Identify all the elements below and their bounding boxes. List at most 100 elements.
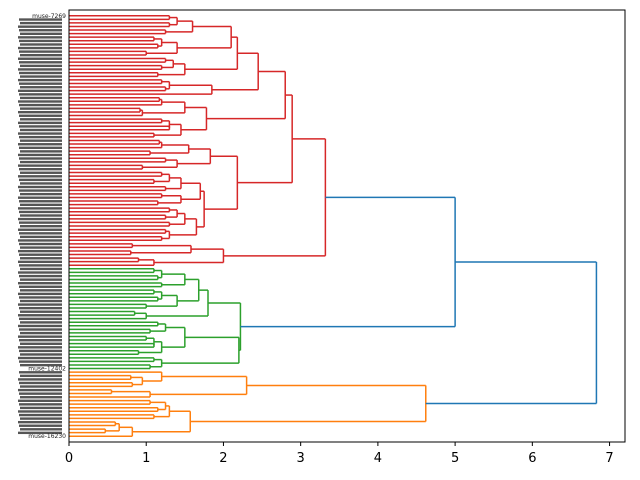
leaf-label-mark	[18, 282, 62, 285]
leaf-label-mark	[18, 388, 62, 392]
leaf-label-mark	[19, 328, 62, 331]
leaf-label-mark	[18, 36, 62, 39]
leaf-label-mark	[18, 164, 62, 167]
leaf-label-mark	[19, 232, 62, 235]
leaf-label-mark	[20, 75, 62, 78]
leaf-label-mark	[18, 420, 62, 424]
leaf-label-mark	[19, 403, 62, 406]
leaf-label-mark	[20, 310, 62, 313]
leaf-label-mark	[18, 239, 62, 242]
leaf-label-mark	[19, 221, 62, 224]
leaf-label-mark	[20, 235, 62, 239]
leaf-label-mark	[18, 89, 62, 93]
leaf-label-mark	[18, 68, 62, 71]
leaf-label-mark	[19, 146, 62, 150]
leaf-label-mark	[20, 139, 62, 142]
leaf-label-mark	[18, 143, 62, 146]
leaf-label-mark	[20, 203, 62, 207]
leaf-label-mark	[18, 431, 62, 435]
plot-frame	[68, 9, 626, 443]
leaf-label-mark	[20, 267, 62, 271]
leaf-label-mark	[20, 342, 62, 345]
leaf-label-mark	[18, 57, 62, 60]
x-tick-label: 5	[451, 451, 459, 466]
leaf-label-mark	[18, 271, 62, 274]
leaf-label-mark	[19, 114, 62, 117]
leaf-label-mark	[20, 385, 62, 388]
leaf-label-mark	[18, 410, 62, 413]
leaf-label-mark	[19, 135, 62, 139]
leaf-label-mark	[18, 185, 62, 189]
leaf-label-mark	[20, 182, 62, 185]
leaf-label-mark	[20, 225, 62, 228]
leaf-label: muse-16230	[28, 433, 66, 440]
leaf-label: muse-7269	[32, 13, 66, 20]
leaf-label-mark	[20, 257, 62, 260]
leaf-label-mark	[18, 100, 62, 103]
leaf-label-mark	[19, 339, 62, 342]
leaf-label-mark	[18, 335, 62, 338]
leaf-label-mark	[20, 363, 62, 367]
leaf-label-mark	[20, 128, 62, 132]
leaf-label-mark	[18, 346, 62, 349]
leaf-label-mark	[20, 43, 62, 46]
leaf-label-mark	[20, 246, 62, 249]
leaf-label-mark	[20, 353, 62, 356]
leaf-label-mark	[18, 228, 62, 231]
x-tick-label: 6	[528, 451, 536, 466]
leaf-label-mark	[18, 196, 62, 199]
leaf-label-mark	[19, 93, 62, 96]
leaf-label-mark	[20, 64, 62, 68]
leaf-label-mark	[19, 210, 62, 214]
leaf-label-mark	[19, 392, 62, 395]
leaf-label-mark	[18, 153, 62, 157]
leaf-label-mark	[18, 207, 62, 210]
leaf-label-mark	[18, 260, 62, 264]
leaf-label-mark	[19, 157, 62, 160]
x-axis: 0 1 2 3 4 5 6 7	[65, 442, 614, 466]
x-tick-label: 2	[219, 451, 227, 466]
leaf-label-mark	[18, 303, 62, 306]
leaf-label-mark	[20, 321, 62, 324]
leaf-label-mark	[20, 171, 62, 174]
leaf-label-mark	[18, 78, 62, 82]
leaf-label-mark	[20, 32, 62, 35]
leaf-label-mark	[20, 214, 62, 217]
leaf-label-mark	[19, 189, 62, 192]
leaf-label-mark	[19, 125, 62, 128]
leaf-label-mark	[19, 424, 62, 427]
leaf-label-mark	[20, 299, 62, 303]
x-tick-label: 0	[65, 451, 73, 466]
leaf-label-mark	[20, 374, 62, 378]
leaf-label-mark	[19, 242, 62, 246]
leaf-label: muse-12402	[28, 366, 66, 373]
leaf-label-mark	[20, 289, 62, 292]
leaf-label-mark	[19, 264, 62, 267]
leaf-label-mark	[19, 61, 62, 64]
leaf-label-mark	[19, 200, 62, 203]
leaf-label-mark	[19, 39, 62, 43]
leaf-label-mark	[19, 167, 62, 171]
leaf-label-mark	[18, 175, 62, 178]
leaf-label-mark	[19, 178, 62, 182]
leaf-label-mark	[20, 96, 62, 100]
leaf-label-mark	[20, 150, 62, 153]
leaf-label-mark	[19, 381, 62, 385]
leaf-label-mark	[18, 25, 62, 28]
leaf-label-mark	[18, 324, 62, 328]
x-tick-label: 7	[605, 451, 613, 466]
leaf-label-mark	[18, 121, 62, 125]
leaf-label-mark	[19, 360, 62, 363]
leaf-label-mark	[19, 371, 62, 374]
leaf-label-mark	[19, 29, 62, 32]
leaf-label-mark	[19, 306, 62, 310]
leaf-label-mark	[19, 296, 62, 299]
x-tick-label: 3	[297, 451, 305, 466]
leaf-label-mark	[18, 356, 62, 360]
leaf-label-mark	[19, 285, 62, 288]
leaf-label-mark	[20, 406, 62, 410]
leaf-label-mark	[18, 314, 62, 317]
leaf-label-mark	[20, 160, 62, 164]
leaf-label-mark	[19, 253, 62, 256]
